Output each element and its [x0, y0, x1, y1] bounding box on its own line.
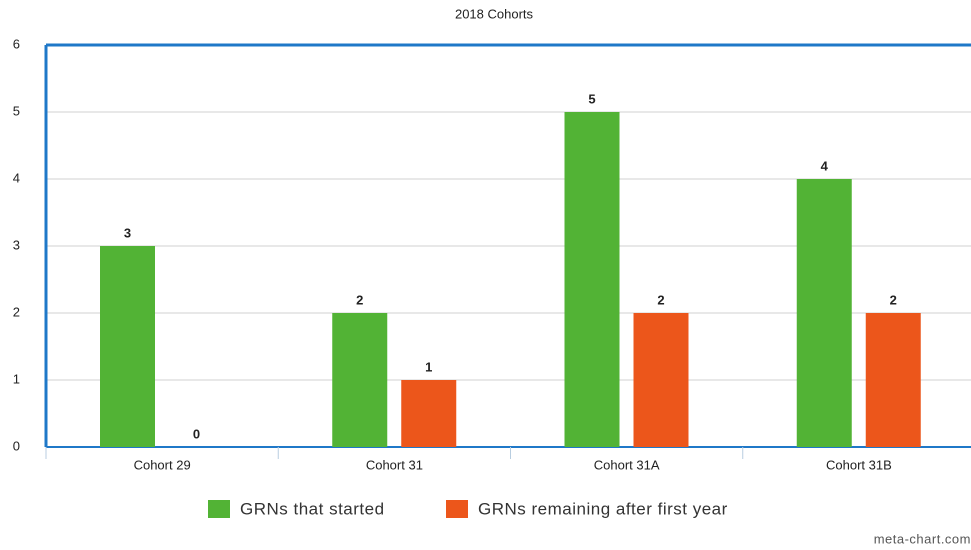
value-label: 5 — [588, 91, 595, 106]
y-tick-label: 4 — [13, 170, 20, 185]
bar — [865, 313, 921, 447]
value-label: 3 — [124, 225, 131, 240]
bar — [796, 179, 852, 447]
y-tick-label: 1 — [13, 371, 20, 386]
bar — [401, 380, 457, 447]
bar — [633, 313, 689, 447]
legend-swatch — [208, 500, 230, 518]
y-tick-label: 3 — [13, 237, 20, 252]
y-tick-label: 6 — [13, 36, 20, 51]
value-label: 2 — [657, 292, 664, 307]
legend-swatch — [446, 500, 468, 518]
legend-label: GRNs remaining after first year — [478, 499, 728, 518]
x-tick-label: Cohort 31B — [826, 457, 892, 472]
value-label: 2 — [890, 292, 897, 307]
x-tick-label: Cohort 31A — [594, 457, 660, 472]
x-tick-label: Cohort 29 — [134, 457, 191, 472]
y-tick-label: 5 — [13, 103, 20, 118]
x-tick-label: Cohort 31 — [366, 457, 423, 472]
bar — [332, 313, 388, 447]
bar — [100, 246, 155, 447]
value-label: 0 — [193, 426, 200, 441]
legend-label: GRNs that started — [240, 499, 385, 518]
value-label: 1 — [425, 359, 432, 374]
bar — [564, 112, 620, 447]
y-tick-label: 0 — [13, 438, 20, 453]
value-label: 2 — [356, 292, 363, 307]
y-tick-label: 2 — [13, 304, 20, 319]
chart-title: 2018 Cohorts — [455, 6, 534, 21]
watermark: meta-chart.com — [874, 531, 971, 546]
value-label: 4 — [821, 158, 829, 173]
